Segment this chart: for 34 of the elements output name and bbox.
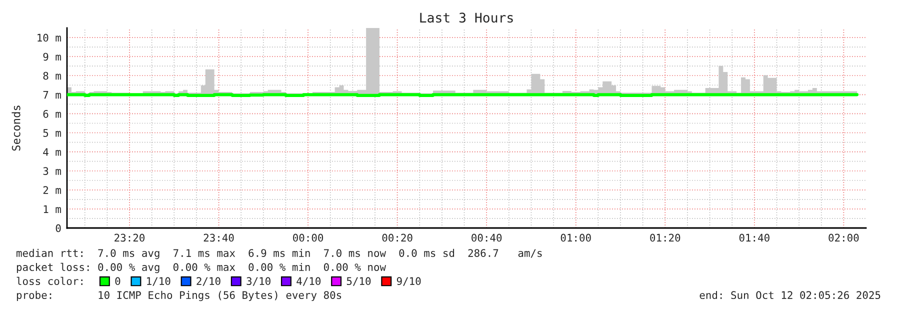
- y-tick-label: 5 m: [43, 129, 61, 137]
- legend-label: 1/10: [147, 277, 170, 286]
- legend-label: 3/10: [246, 277, 270, 286]
- y-tick-label: 8 m: [43, 72, 61, 80]
- chart-title: Last 3 Hours: [420, 12, 513, 23]
- y-axis-title: Seconds: [12, 106, 20, 151]
- text: end: Sun Oct 12 02:05:26 2025: [700, 290, 880, 300]
- y-tick-label: 0: [56, 224, 61, 232]
- x-tick-label: 00:40: [472, 234, 502, 242]
- legend-label: 0: [115, 277, 120, 286]
- y-tick-label: 1 m: [44, 205, 61, 213]
- x-tick-label: 23:20: [114, 234, 144, 242]
- x-tick-label: 01:40: [739, 234, 770, 242]
- legend-label: 9/10: [396, 277, 421, 286]
- legend-label: 5/10: [346, 277, 371, 286]
- text: packet loss: 0.00 % avg 0.00 % max 0.00 % min 0.00 % now: [16, 262, 386, 274]
- y-tick-label: 3 m: [43, 167, 61, 175]
- text: median rtt: 7.0 ms avg 7.1 ms max 6.9 ms min 7.0 ms now 0.0 ms sd 286.7 am/s: [16, 248, 542, 260]
- y-tick-label: 10 m: [38, 34, 61, 42]
- y-tick-label: 6 m: [43, 110, 61, 118]
- y-tick-label: 9 m: [43, 52, 61, 61]
- x-tick-label: 23:40: [204, 234, 234, 242]
- x-tick-label: 01:00: [560, 234, 591, 242]
- x-tick-label: 01:20: [650, 234, 680, 242]
- text: loss color:: [16, 276, 82, 286]
- x-tick-label: 00:20: [382, 234, 412, 242]
- x-tick-label: 00:00: [293, 234, 324, 242]
- y-tick-label: 7 m: [43, 91, 61, 99]
- y-tick-label: 4 m: [43, 148, 61, 156]
- legend-label: 2/10: [196, 277, 220, 286]
- x-tick-label: 02:00: [828, 234, 859, 242]
- text: probe: 10 ICMP Echo Pings (56 Bytes) every 80s: [16, 290, 342, 302]
- y-tick-label: 2 m: [43, 186, 61, 194]
- legend-label: 4/10: [296, 277, 321, 286]
